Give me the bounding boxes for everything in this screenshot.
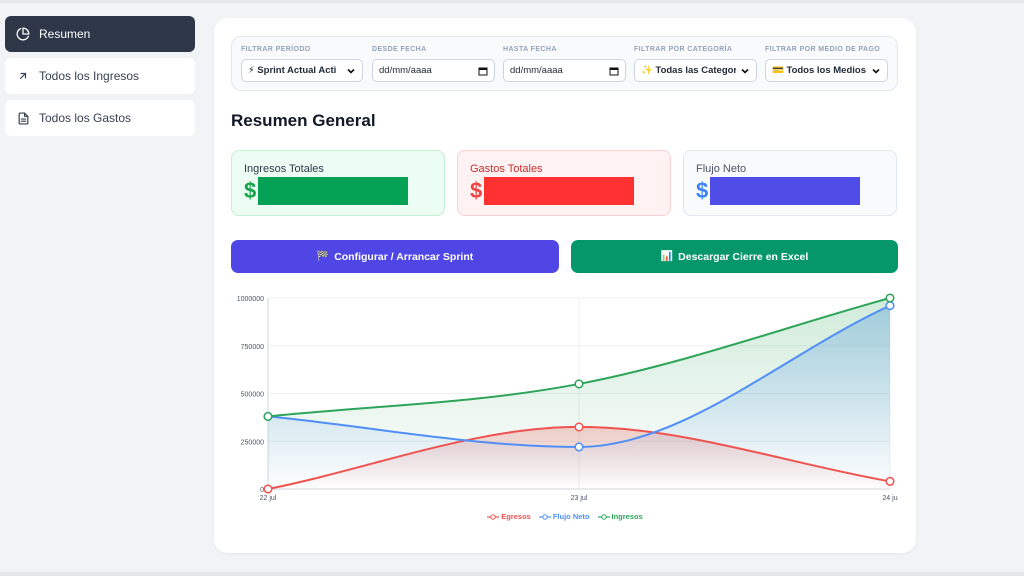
sidebar-item-label: Resumen	[39, 27, 91, 41]
y-tick-label: 500000	[241, 392, 264, 399]
flow-chart: 0 250000 500000 750000 1000000 22 jul 23 jul 24…	[237, 293, 898, 502]
chart-legend: Egresos Flujo Neto Ingresos	[214, 512, 916, 521]
expense-value-redacted	[484, 177, 634, 205]
legend-item[interactable]: Ingresos	[597, 512, 643, 521]
download-excel-button[interactable]: 📊 Descargar Cierre en Excel	[571, 240, 898, 273]
flag-icon: 🏁	[316, 251, 330, 262]
filter-to: HASTA FECHA dd/mm/aaaa	[503, 46, 626, 82]
filter-payment-label: FILTRAR POR MEDIO DE PAGO	[765, 46, 881, 53]
y-tick-label: 1000000	[237, 296, 264, 303]
filter-to-label: HASTA FECHA	[503, 46, 557, 53]
filter-payment: FILTRAR POR MEDIO DE PAGO 💳 Todos los Me…	[765, 46, 888, 82]
sidebar: Resumen Todos los Ingresos Todos los Gas…	[5, 16, 195, 142]
data-point	[574, 442, 584, 452]
download-excel-label: Descargar Cierre en Excel	[678, 250, 809, 263]
calendar-icon[interactable]	[478, 66, 488, 76]
dollar-sign: $	[470, 178, 483, 203]
legend-label: Egresos	[501, 512, 531, 521]
filter-bar: FILTRAR PERÍODO ⚡ Sprint Actual Acti DES…	[231, 36, 898, 91]
expense-card: Gastos Totales $	[457, 150, 671, 216]
legend-item[interactable]: Flujo Neto	[538, 512, 590, 521]
bar-chart-icon: 📊	[660, 251, 674, 262]
sidebar-item-label: Todos los Ingresos	[39, 69, 140, 83]
to-date-input[interactable]: dd/mm/aaaa	[503, 59, 626, 82]
income-value-redacted	[258, 177, 408, 205]
page-title: Resumen General	[231, 111, 376, 130]
x-tick-label: 24 ju	[882, 495, 897, 502]
payment-select[interactable]: 💳 Todos los Medios	[765, 59, 888, 82]
data-point	[885, 293, 895, 303]
filter-period-label: FILTRAR PERÍODO	[241, 46, 311, 53]
legend-label: Flujo Neto	[552, 512, 590, 521]
sidebar-item-label: Todos los Gastos	[39, 111, 132, 125]
configure-sprint-button[interactable]: 🏁 Configurar / Arrancar Sprint	[231, 240, 559, 273]
chevron-down-icon	[872, 68, 880, 74]
bottom-border	[0, 572, 1024, 576]
filter-period: FILTRAR PERÍODO ⚡ Sprint Actual Acti	[241, 46, 363, 82]
filter-category: FILTRAR POR CATEGORÍA ✨ Todas las Catego…	[634, 46, 757, 82]
data-point	[263, 484, 273, 494]
y-tick-label: 250000	[241, 439, 264, 446]
sidebar-item-ingresos[interactable]: Todos los Ingresos	[5, 58, 195, 94]
y-tick-label: 750000	[241, 344, 264, 351]
data-point	[263, 411, 273, 421]
pie-chart-icon	[15, 26, 31, 42]
filter-category-label: FILTRAR POR CATEGORÍA	[634, 46, 733, 53]
legend-marker-icon	[538, 513, 551, 520]
dollar-sign: $	[244, 178, 257, 203]
filter-from-label: DESDE FECHA	[372, 46, 427, 53]
legend-marker-icon	[597, 513, 610, 520]
x-tick-label: 23 jul	[571, 495, 588, 502]
category-select[interactable]: ✨ Todas las Categor	[634, 59, 757, 82]
dollar-sign: $	[696, 178, 709, 203]
document-icon	[15, 110, 31, 126]
income-card: Ingresos Totales $	[231, 150, 445, 216]
net-card-title: Flujo Neto	[696, 163, 747, 175]
legend-item[interactable]: Egresos	[487, 512, 531, 521]
chevron-down-icon	[741, 68, 749, 74]
sidebar-item-gastos[interactable]: Todos los Gastos	[5, 100, 195, 136]
data-point	[574, 379, 584, 389]
data-point	[574, 422, 584, 432]
arrow-up-right-icon	[15, 68, 31, 84]
data-point	[885, 476, 895, 486]
period-select[interactable]: ⚡ Sprint Actual Acti	[241, 59, 363, 82]
main-panel: FILTRAR PERÍODO ⚡ Sprint Actual Acti DES…	[214, 18, 916, 553]
sidebar-item-resumen[interactable]: Resumen	[5, 16, 195, 52]
data-point	[885, 301, 895, 311]
y-tick-label: 0	[260, 487, 264, 494]
income-card-title: Ingresos Totales	[244, 163, 324, 175]
net-card: Flujo Neto $	[683, 150, 897, 216]
legend-marker-icon	[487, 513, 500, 520]
filter-from: DESDE FECHA dd/mm/aaaa	[372, 46, 495, 82]
calendar-icon[interactable]	[609, 66, 619, 76]
expense-card-title: Gastos Totales	[470, 163, 543, 175]
net-value-redacted	[710, 177, 860, 205]
legend-label: Ingresos	[611, 512, 643, 521]
chevron-down-icon	[347, 68, 355, 74]
series-area-ingresos	[268, 298, 890, 489]
top-border	[0, 0, 1024, 3]
configure-sprint-label: Configurar / Arrancar Sprint	[334, 250, 474, 263]
from-date-input[interactable]: dd/mm/aaaa	[372, 59, 495, 82]
x-tick-label: 22 jul	[260, 495, 277, 502]
